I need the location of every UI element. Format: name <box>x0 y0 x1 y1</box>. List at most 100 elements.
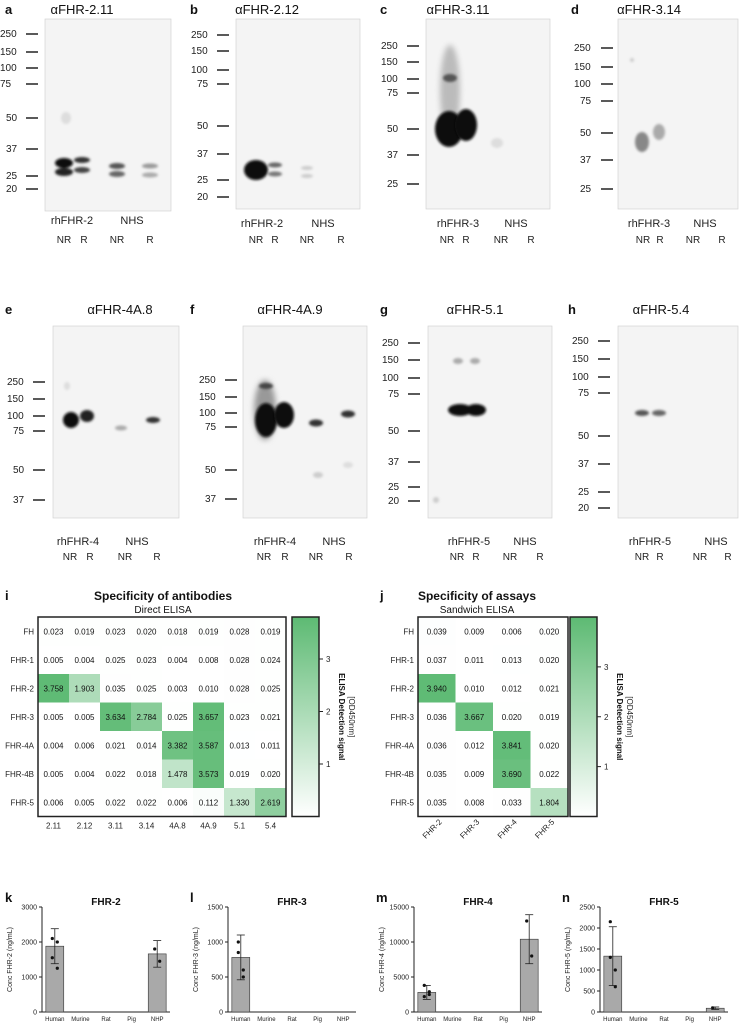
y-axis-label: Conc FHR-3 (ng/mL) <box>193 927 200 992</box>
heatmap-cell <box>69 645 100 674</box>
mw-label: 50 <box>580 128 592 139</box>
panel-label: a <box>5 2 13 17</box>
lane-label: R <box>281 552 288 563</box>
mw-label: 100 <box>572 372 589 383</box>
heatmap-cell <box>530 788 568 817</box>
mw-label: 150 <box>574 62 591 73</box>
mw-label: 150 <box>191 46 208 57</box>
x-tick-label: Rat <box>101 1017 111 1023</box>
protein-label: rhFHR-2 <box>51 215 93 227</box>
colorbar-title: ELISA Detection signal <box>615 673 624 760</box>
lane-label: R <box>536 552 543 563</box>
heatmap-cell <box>224 617 255 646</box>
cell-value: 0.035 <box>427 770 448 779</box>
cell-value: 0.022 <box>105 798 126 807</box>
heatmap-cell <box>100 702 131 731</box>
heatmap-cell <box>193 617 224 646</box>
heatmap-cell <box>162 702 193 731</box>
mw-label: 75 <box>0 79 12 90</box>
data-point <box>236 950 240 955</box>
blot-title: αFHR-4A.9 <box>257 302 322 317</box>
colorbar-tick-label: 2 <box>604 713 609 722</box>
y-tick-label: 500 <box>211 975 223 982</box>
heatmap-cell <box>224 645 255 674</box>
cell-value: 3.573 <box>198 770 219 779</box>
heatmap-cell <box>530 645 568 674</box>
panel-label: f <box>190 302 195 317</box>
lane-label: NR <box>300 235 314 246</box>
lane-label: R <box>718 235 725 246</box>
y-tick-label: 10000 <box>390 940 410 947</box>
cell-value: 0.033 <box>502 798 523 807</box>
colorbar-unit: [OD450nm] <box>347 696 356 737</box>
heatmap-subtitle: Sandwich ELISA <box>440 605 515 616</box>
mw-label: 20 <box>6 184 18 195</box>
heatmap-cell <box>493 731 531 760</box>
cell-value: 3.667 <box>464 713 485 722</box>
y-tick-label: 1000 <box>579 968 595 975</box>
y-tick-label: 500 <box>583 989 595 996</box>
heatmap-cell <box>162 674 193 703</box>
lane-label: R <box>472 552 479 563</box>
cell-value: 0.039 <box>427 627 448 636</box>
heatmap-cell <box>69 788 100 817</box>
mw-label: 25 <box>578 487 590 498</box>
mw-label: 100 <box>0 63 17 74</box>
mw-label: 37 <box>387 150 399 161</box>
lane-label: NR <box>118 552 132 563</box>
cell-value: 0.021 <box>260 713 281 722</box>
heatmap-cell <box>224 674 255 703</box>
lane-label: R <box>724 552 731 563</box>
heatmap-cell <box>131 788 162 817</box>
cell-value: 0.021 <box>539 684 560 693</box>
row-label: FHR-4B <box>5 770 34 779</box>
nhs-label: NHS <box>125 536 148 548</box>
cell-value: 2.784 <box>136 713 157 722</box>
cell-value: 0.020 <box>502 713 523 722</box>
x-tick-label: Murine <box>257 1017 276 1023</box>
cell-value: 3.841 <box>502 741 523 750</box>
panel-label: e <box>5 302 12 317</box>
x-tick-label: Pig <box>685 1017 694 1023</box>
cell-value: 0.025 <box>260 684 281 693</box>
protein-label: rhFHR-5 <box>629 536 671 548</box>
mw-label: 75 <box>388 389 400 400</box>
cell-value: 3.382 <box>167 741 188 750</box>
cell-value: 0.112 <box>199 798 219 807</box>
heatmap-title: Specificity of assays <box>418 589 536 603</box>
lane-label: NR <box>636 235 650 246</box>
heatmap-cell <box>418 617 456 646</box>
cell-value: 0.035 <box>427 798 448 807</box>
heatmap-cell <box>38 674 69 703</box>
lane-label: NR <box>249 235 263 246</box>
mw-ladder: 250 150 100 75 50 37 25 20 <box>572 336 610 514</box>
membrane <box>617 325 739 519</box>
row-label: FHR-4A <box>385 741 415 750</box>
heatmap-cell <box>38 702 69 731</box>
data-point <box>158 959 162 963</box>
protein-label: rhFHR-3 <box>628 218 670 230</box>
cell-value: 0.028 <box>229 684 250 693</box>
protein-label: rhFHR-4 <box>254 536 296 548</box>
x-tick-label: Murine <box>629 1017 648 1023</box>
heatmap-assays: j Specificity of assays Sandwich ELISA 0… <box>379 588 634 841</box>
cell-value: 0.006 <box>74 741 95 750</box>
mw-ladder: 250 150 100 75 50 37 25 <box>381 41 419 190</box>
cell-value: 0.020 <box>539 741 560 750</box>
x-tick-label: Pig <box>313 1017 322 1023</box>
heatmap-cell <box>162 759 193 788</box>
cell-value: 0.036 <box>427 713 448 722</box>
bar-chart-fhr4: m FHR-4 0 5000 10000 15000 Conc FHR-4 (ng/mL) H… <box>376 890 542 1023</box>
y-tick-label: 0 <box>219 1010 223 1017</box>
lane-label: NR <box>503 552 517 563</box>
cell-value: 0.019 <box>229 770 250 779</box>
mw-label: 250 <box>574 43 591 54</box>
mw-label: 50 <box>578 431 590 442</box>
heatmap-cell <box>38 788 69 817</box>
cell-value: 0.005 <box>74 713 95 722</box>
mw-label: 50 <box>205 465 217 476</box>
mw-ladder: 250 150 100 75 50 37 <box>7 377 45 506</box>
data-point <box>525 919 529 923</box>
mw-label: 20 <box>197 192 209 203</box>
colorbar-title: ELISA Detection signal <box>337 673 346 760</box>
